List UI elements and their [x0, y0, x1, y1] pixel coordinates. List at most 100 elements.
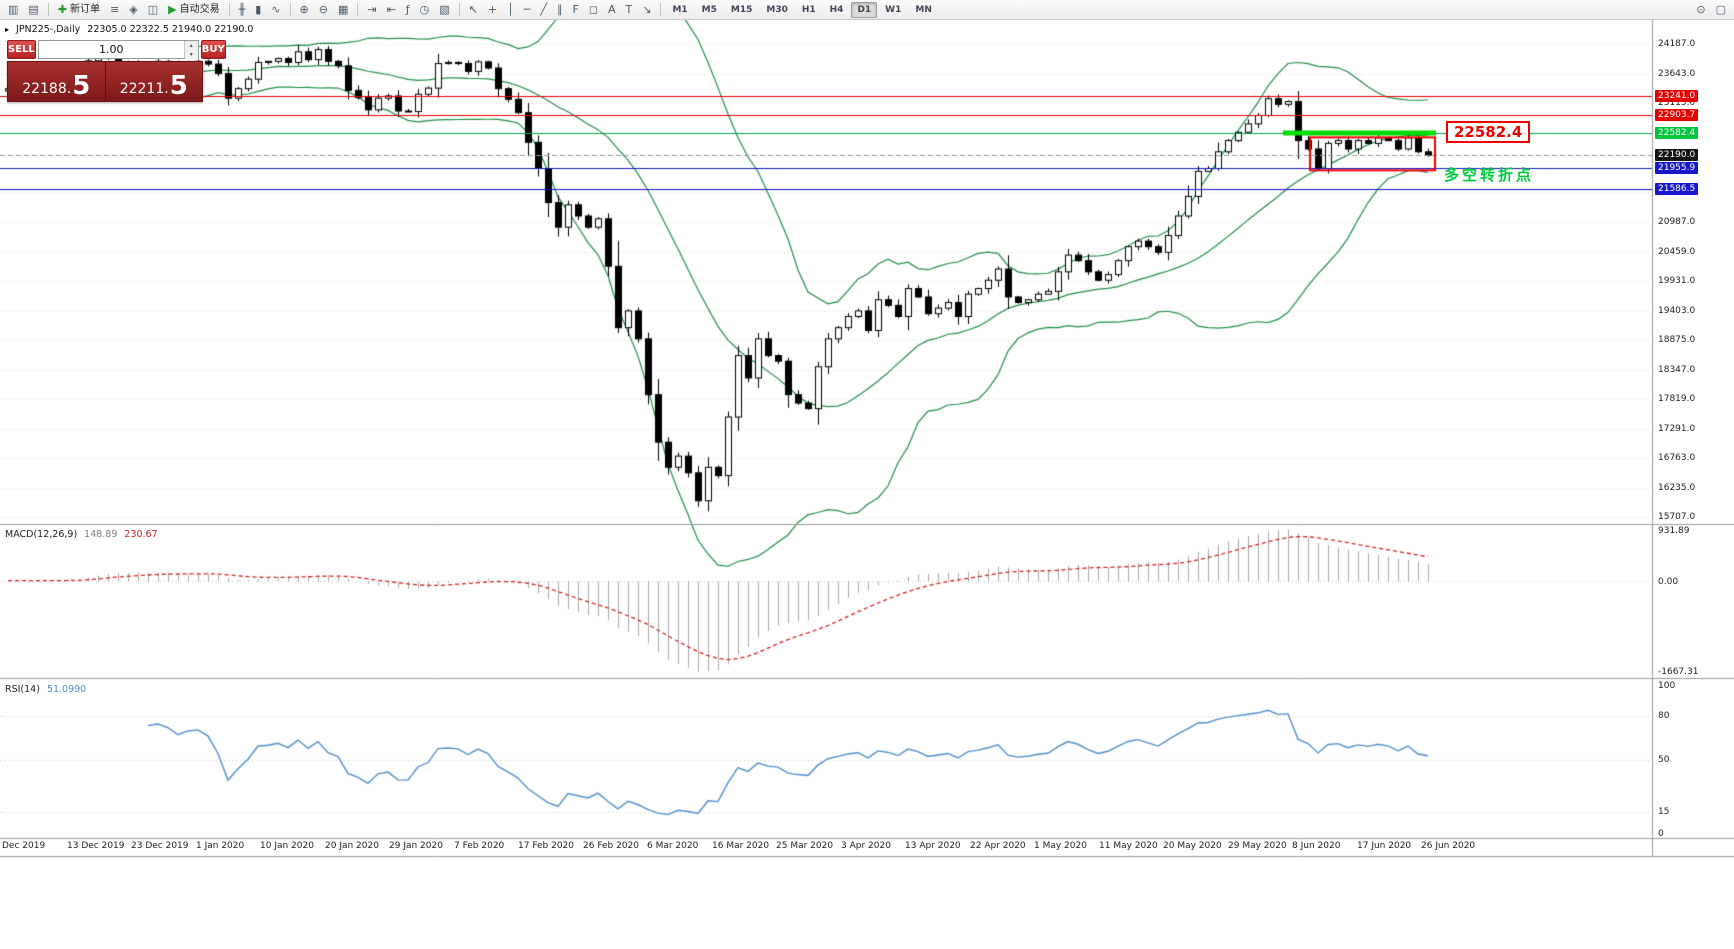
- axis-label: 16235.0: [1658, 483, 1696, 493]
- window-icon: ▢: [1715, 2, 1726, 16]
- navigator-button[interactable]: ◈: [125, 1, 141, 19]
- zoom-in-button[interactable]: ⊕: [296, 1, 313, 19]
- date-label: 13 Apr 2020: [905, 841, 961, 851]
- date-label: 13 Dec 2019: [67, 841, 125, 851]
- arrow-tools-icon: ↘: [642, 2, 652, 16]
- timeframe-button-h4[interactable]: H4: [829, 4, 844, 15]
- text-tool-button[interactable]: A: [604, 1, 620, 19]
- timeframe-button-m1[interactable]: M1: [672, 4, 688, 15]
- toolbar-separator: [228, 3, 230, 16]
- tile-windows-icon: ▦: [337, 2, 349, 16]
- timeframe-button-mn[interactable]: MN: [915, 4, 932, 15]
- axis-label: 17291.0: [1658, 424, 1696, 434]
- line-chart-button[interactable]: ∿: [267, 1, 284, 19]
- price-badge: 22190.0: [1655, 149, 1699, 161]
- buy-price-button[interactable]: 22211. 5: [105, 62, 202, 101]
- date-label: 16 Mar 2020: [712, 841, 770, 851]
- timeframe-button-d1[interactable]: D1: [851, 1, 878, 18]
- crosshair-tool-button[interactable]: +: [484, 1, 501, 19]
- window-button[interactable]: ▢: [1712, 1, 1730, 19]
- buy-button[interactable]: BUY: [200, 40, 226, 59]
- bar-chart-button[interactable]: ╫: [235, 1, 250, 19]
- chart-shift-button[interactable]: ⇤: [383, 1, 400, 19]
- axis-label: 19931.0: [1658, 276, 1696, 286]
- new-chart-button[interactable]: ▥: [4, 1, 22, 19]
- search-icon: ⊙: [1696, 2, 1706, 16]
- shapes-tool-button[interactable]: ◻: [585, 1, 602, 19]
- shapes-tool-icon: ◻: [588, 2, 598, 16]
- periods-button[interactable]: ◷: [416, 1, 434, 19]
- date-label: 26 Jun 2020: [1421, 841, 1476, 851]
- zoom-in-icon: ⊕: [299, 2, 309, 16]
- symbol-title: JPN225-,Daily: [16, 24, 81, 35]
- axis-label: 18347.0: [1658, 365, 1696, 375]
- volume-down-button[interactable]: ▾: [184, 50, 198, 59]
- chart-shift-icon: ⇤: [386, 2, 396, 16]
- date-label: 25 Mar 2020: [776, 841, 834, 851]
- timeframe-button-w1[interactable]: W1: [885, 4, 902, 15]
- trendline-tool-button[interactable]: ╱: [536, 1, 551, 19]
- price-axis[interactable]: 24187.0 23643.0 23115.0 20987.0 20459.0 19931…: [1653, 0, 1733, 949]
- turning-point-note[interactable]: 多空转折点: [1444, 166, 1535, 184]
- templates-icon: ▧: [439, 2, 450, 16]
- terminal-button[interactable]: ◫: [144, 1, 162, 19]
- rsi-title: RSI(14): [5, 684, 40, 695]
- timeframe-button-h1[interactable]: H1: [801, 4, 816, 15]
- date-label: 11 May 2020: [1099, 841, 1158, 851]
- date-label: 26 Feb 2020: [583, 841, 640, 851]
- timeframe-button-m30[interactable]: M30: [766, 4, 788, 15]
- label-tool-icon: T: [625, 2, 633, 16]
- timeframe-button-m5[interactable]: M5: [701, 4, 717, 15]
- date-label: 29 May 2020: [1228, 841, 1287, 851]
- label-tool-button[interactable]: T: [621, 1, 636, 19]
- arrow-tools-button[interactable]: ↘: [638, 1, 655, 19]
- date-label: 1 May 2020: [1034, 841, 1087, 851]
- date-label: 23 Dec 2019: [131, 841, 189, 851]
- zoom-out-button[interactable]: ⊖: [315, 1, 332, 19]
- auto-scroll-button[interactable]: ⇥: [363, 1, 380, 19]
- sell-button[interactable]: SELL: [7, 40, 36, 59]
- indicators-icon: ƒ: [405, 2, 410, 16]
- sell-price-button[interactable]: 22188. 5: [8, 62, 106, 101]
- sell-price-pip: 5: [72, 71, 91, 101]
- new-order-button[interactable]: ✚ 新订单: [54, 1, 104, 19]
- templates-button[interactable]: ▧: [435, 1, 453, 19]
- buy-price-pip: 5: [169, 71, 188, 101]
- cursor-tool-button[interactable]: ↖: [465, 1, 482, 19]
- channel-tool-button[interactable]: ∥: [553, 1, 567, 19]
- price-badge: 23241.0: [1655, 90, 1699, 102]
- periods-icon: ◷: [419, 2, 430, 16]
- candlestick-chart-button[interactable]: ▮: [251, 1, 265, 19]
- price-callout-label[interactable]: 22582.4: [1446, 121, 1531, 143]
- autotrading-button-label: 自动交易: [179, 3, 220, 15]
- axis-label: 23115.0: [1658, 98, 1696, 108]
- price-badge: 22903.7: [1655, 109, 1699, 121]
- volume-spinner: ▴ ▾: [183, 41, 198, 59]
- horizontal-line-tool-icon: ─: [523, 2, 531, 16]
- date-label: 29 Jan 2020: [389, 841, 443, 851]
- volume-up-button[interactable]: ▴: [184, 41, 198, 50]
- date-label: 6 Mar 2020: [647, 841, 699, 851]
- symbol-info-bar: ▸ JPN225-,Daily 22305.0 22322.5 21940.0 …: [5, 24, 253, 35]
- search-button[interactable]: ⊙: [1692, 1, 1709, 19]
- volume-input[interactable]: [38, 41, 184, 58]
- chart-profiles-button[interactable]: ▤: [24, 1, 42, 19]
- vertical-line-tool-button[interactable]: │: [503, 1, 518, 19]
- autotrading-button[interactable]: ▶ 自动交易: [164, 1, 223, 19]
- axis-label: 15: [1658, 807, 1670, 817]
- navigator-icon: ◈: [129, 2, 138, 16]
- market-watch-button[interactable]: ≡: [106, 1, 123, 19]
- auto-scroll-icon: ⇥: [367, 2, 377, 16]
- horizontal-line-tool-button[interactable]: ─: [520, 1, 535, 19]
- date-axis[interactable]: Dec 2019 13 Dec 2019 23 Dec 2019 1 Jan 2020…: [0, 839, 1652, 855]
- price-badge: 21955.9: [1655, 162, 1699, 174]
- timeframe-button-m15[interactable]: M15: [730, 4, 753, 15]
- date-label: 22 Apr 2020: [970, 841, 1026, 851]
- tile-windows-button[interactable]: ▦: [334, 1, 352, 19]
- terminal-icon: ◫: [147, 2, 159, 16]
- fibonacci-tool-button[interactable]: F: [568, 1, 582, 19]
- axis-label: 20459.0: [1658, 247, 1696, 257]
- indicators-button[interactable]: ƒ: [402, 1, 414, 19]
